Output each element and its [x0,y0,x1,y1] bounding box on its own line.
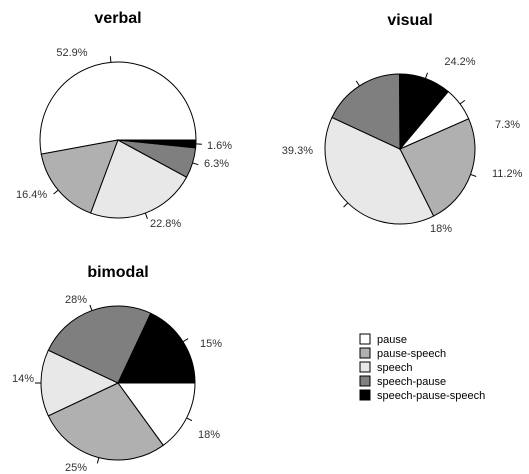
pie-visual: 7.3% 24.2% 39.3% 18% 11.2% [282,56,523,235]
pie-slice-pause-speech [399,118,476,217]
label-leader-line [96,457,100,464]
label-leader-line [343,202,349,208]
label-leader-line [89,304,93,311]
pie-slice-label: 25% [65,462,87,474]
pie-slice-pause [117,382,196,446]
legend-swatch [359,375,371,387]
pie-slice-pause-speech [40,139,119,214]
legend-swatch [359,389,371,401]
legend-swatch [359,333,371,345]
pie-slice-pause-speech [47,382,164,461]
pie-verbal: 52.9% 16.4% 22.8% 6.3% 1.6% [16,47,232,230]
pie-slice-label: 39.3% [282,145,313,157]
pie-slice-label: 22.8% [150,218,181,230]
pie-bimodal: 15% 28% 14% 25% 18% [12,294,222,474]
pie-slice-label: 14% [12,373,34,385]
label-leader-line [144,212,148,219]
legend-label: speech-pause-speech [377,390,485,402]
pie-slice-speech-pause [47,305,152,384]
legend: pause pause-speech speech speech-pause speec… [359,333,485,402]
label-leader-line [470,173,477,177]
pie-slice-speech-pause [331,73,401,150]
pie-slice-speech-pause-speech [399,73,449,151]
pie-slice-label: 1.6% [207,140,232,152]
pie-slice-label: 11.2% [492,168,523,180]
pie-slice-label: 24.2% [444,56,475,68]
pie-slice-label: 6.3% [204,158,229,170]
pie-slice-label: 16.4% [16,189,47,201]
label-leader-line [355,80,360,87]
pie-slice-label: 18% [430,223,452,235]
label-leader-line [186,417,193,422]
pie-slice-label: 15% [200,338,222,350]
legend-swatch [359,361,371,373]
legend-label: pause-speech [377,348,446,360]
legend-label: speech-pause [377,376,446,388]
label-leader-line [459,100,466,105]
legend-swatch [359,347,371,359]
chart-title-visual: visual [387,12,432,29]
pie-slice-label: 18% [198,429,220,441]
label-leader-line [424,72,428,79]
chart-title-verbal: verbal [94,10,141,27]
label-leader-line [53,189,59,195]
pie-slice-label: 7.3% [495,119,520,131]
label-leader-line [109,56,112,63]
legend-label: pause [377,334,407,346]
label-leader-line [192,162,199,166]
pie-slice-pause [39,61,197,155]
legend-label: speech [377,362,412,374]
pie-slice-label: 52.9% [56,47,87,59]
label-leader-line [182,338,189,343]
chart-title-bimodal: bimodal [87,264,148,281]
pie-slice-speech [324,116,435,225]
pie-slice-label: 28% [65,294,87,306]
